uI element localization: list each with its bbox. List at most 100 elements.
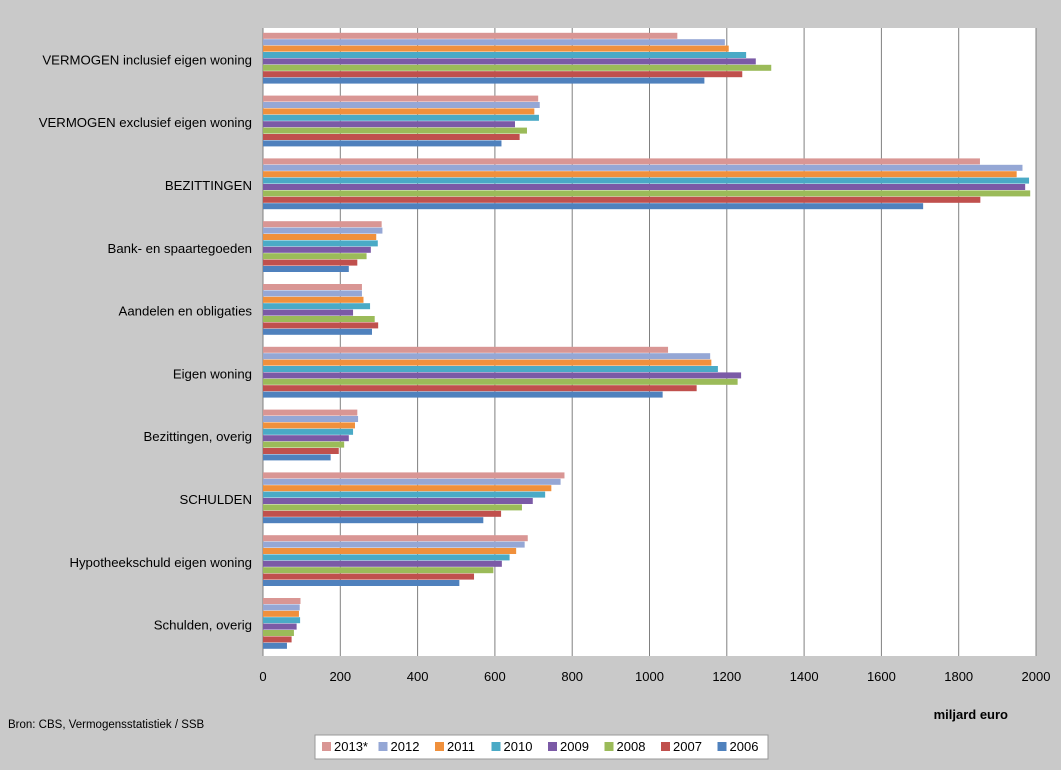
bar-2011-9 xyxy=(263,610,299,617)
category-label: Bank- en spaartegoeden xyxy=(108,241,252,256)
x-tick-label: 800 xyxy=(561,669,583,684)
bar-2007-3 xyxy=(263,259,358,266)
bar-2008-4 xyxy=(263,316,375,322)
bar-2008-1 xyxy=(263,127,527,134)
category-label: Bezittingen, overig xyxy=(144,429,253,444)
bar-2009-6 xyxy=(263,435,349,442)
bar-2009-5 xyxy=(263,372,742,379)
category-label: SCHULDEN xyxy=(179,492,252,507)
legend-label: 2010 xyxy=(504,739,533,754)
bar-2007-0 xyxy=(263,71,743,78)
bar-2009-7 xyxy=(263,498,533,504)
legend-label: 2009 xyxy=(560,739,589,754)
category-label: VERMOGEN inclusief eigen woning xyxy=(42,52,252,67)
bar-2008-2 xyxy=(263,190,1031,197)
bar-2012-6 xyxy=(263,416,359,422)
bar-2008-3 xyxy=(263,253,367,260)
bar-2008-7 xyxy=(263,504,522,511)
bar-2009-0 xyxy=(263,58,756,65)
bar-2010-6 xyxy=(263,428,354,435)
x-tick-label: 1200 xyxy=(712,669,741,684)
bar-2011-1 xyxy=(263,108,535,115)
bar-2012-1 xyxy=(263,102,540,108)
legend-swatch xyxy=(548,742,557,751)
bar-2010-2 xyxy=(263,177,1030,184)
legend-swatch xyxy=(604,742,614,751)
legend-swatch xyxy=(717,742,727,751)
x-tick-label: 1000 xyxy=(635,669,664,684)
x-tick-label: 400 xyxy=(407,669,429,684)
bar-2007-4 xyxy=(263,322,379,329)
bar-2013-5 xyxy=(263,346,669,353)
bar-2012-2 xyxy=(263,164,1023,171)
bar-2010-3 xyxy=(263,240,378,247)
bar-2006-6 xyxy=(263,454,331,461)
bar-2008-6 xyxy=(263,441,345,448)
legend-swatch xyxy=(491,742,501,751)
bar-2012-3 xyxy=(263,227,383,234)
bar-2006-3 xyxy=(263,266,349,272)
bar-2009-4 xyxy=(263,309,354,316)
bar-2006-4 xyxy=(263,328,372,335)
legend-label: 2006 xyxy=(730,739,759,754)
bar-2007-9 xyxy=(263,636,292,643)
bar-2008-0 xyxy=(263,64,772,71)
bar-2007-1 xyxy=(263,134,520,140)
category-label: Aandelen en obligaties xyxy=(119,304,253,319)
bar-2009-1 xyxy=(263,121,515,128)
bar-2013-7 xyxy=(263,472,565,479)
bar-2012-5 xyxy=(263,353,711,360)
category-label: Eigen woning xyxy=(173,366,252,381)
x-tick-label: 600 xyxy=(484,669,506,684)
bar-2010-0 xyxy=(263,52,747,58)
bar-2013-6 xyxy=(263,409,358,416)
bar-2006-9 xyxy=(263,642,287,649)
bar-series-group xyxy=(263,32,1031,649)
bar-2008-8 xyxy=(263,567,494,574)
x-tick-label: 2000 xyxy=(1022,669,1051,684)
x-tick-labels: 0 200 400 600 800 1000 1200 1400 1600 1800 2000 xyxy=(259,669,1050,684)
bar-2012-0 xyxy=(263,39,725,46)
legend: 2013* 2012 2011 2010 2009 2008 2007 2006 xyxy=(322,739,758,754)
bar-2012-4 xyxy=(263,290,362,297)
bar-2008-5 xyxy=(263,378,738,385)
bar-2011-0 xyxy=(263,45,729,52)
bar-2007-5 xyxy=(263,385,697,392)
bar-2011-4 xyxy=(263,296,364,303)
category-label: Hypotheekschuld eigen woning xyxy=(69,555,252,570)
legend-label: 2008 xyxy=(617,739,646,754)
bar-2006-1 xyxy=(263,140,502,147)
legend-label: 2012 xyxy=(391,739,420,754)
bar-2007-7 xyxy=(263,510,502,517)
bar-2006-7 xyxy=(263,517,484,524)
bar-2006-0 xyxy=(263,77,705,84)
legend-box xyxy=(314,734,769,760)
bar-2009-9 xyxy=(263,623,297,630)
bar-2006-8 xyxy=(263,580,460,586)
bar-2013-3 xyxy=(263,221,382,228)
legend-swatch xyxy=(435,742,444,751)
bar-2006-5 xyxy=(263,391,663,398)
x-tick-label: 200 xyxy=(329,669,351,684)
bar-2010-5 xyxy=(263,366,718,372)
bar-2013-1 xyxy=(263,95,539,102)
bar-2007-8 xyxy=(263,573,475,580)
bar-2011-2 xyxy=(263,171,1017,178)
bar-2011-6 xyxy=(263,422,355,429)
bar-2007-2 xyxy=(263,196,981,203)
category-labels: VERMOGEN inclusief eigen woning VERMOGEN … xyxy=(39,52,253,632)
x-tick-label: 1800 xyxy=(944,669,973,684)
category-label: Schulden, overig xyxy=(154,618,252,633)
legend-swatch xyxy=(378,742,388,751)
legend-swatch xyxy=(322,742,331,751)
bar-2010-7 xyxy=(263,491,546,498)
bar-2010-8 xyxy=(263,554,510,561)
bar-2013-2 xyxy=(263,158,980,165)
bar-2007-6 xyxy=(263,448,339,454)
bar-2012-8 xyxy=(263,541,525,548)
bar-2006-2 xyxy=(263,203,924,210)
source-note: Bron: CBS, Vermogensstatistiek / SSB xyxy=(8,719,205,731)
bar-2010-9 xyxy=(263,617,301,624)
